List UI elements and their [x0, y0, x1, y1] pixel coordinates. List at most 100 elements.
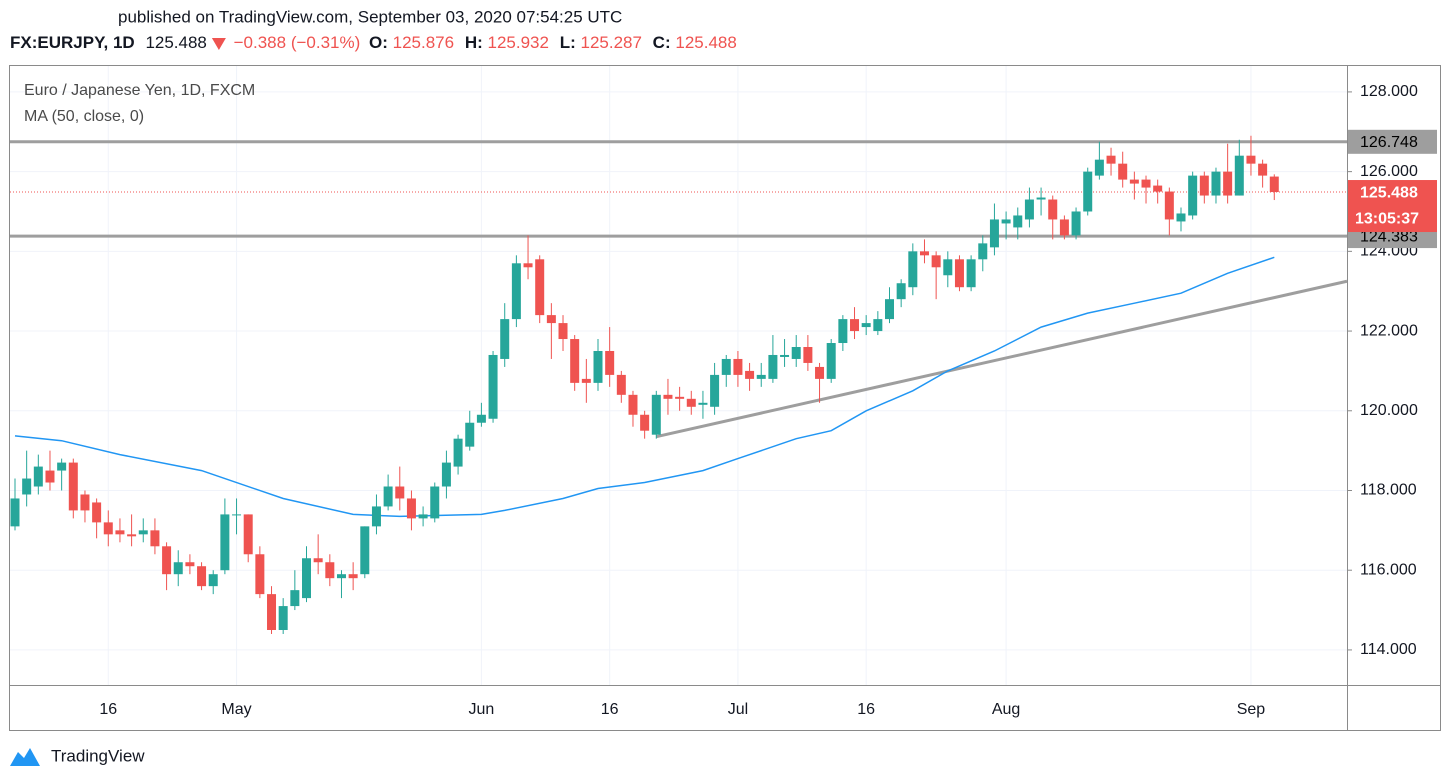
candle-body [232, 514, 242, 516]
candle-body [336, 574, 346, 579]
candle-body [68, 462, 78, 511]
candle-body [919, 251, 929, 256]
candle-body [1024, 199, 1034, 220]
candle-body [290, 590, 300, 607]
candle-body [570, 339, 580, 383]
candle-body [383, 486, 393, 507]
logo [10, 748, 40, 766]
level-tag-label: 124.383 [1360, 228, 1418, 245]
candle-body [1258, 163, 1268, 176]
candle-body [162, 546, 172, 575]
candle-body [406, 498, 416, 519]
candle-body [1141, 179, 1151, 188]
candle-body [371, 506, 381, 527]
candle-body [395, 486, 405, 499]
candle-body [80, 494, 90, 511]
candle-body [1036, 197, 1046, 200]
symbol-line: FX:EURJPY, 1D 125.488 −0.388 (−0.31%) O:… [10, 33, 737, 52]
candle-body [1234, 155, 1244, 196]
candle-body [1199, 175, 1209, 196]
candle-body [488, 354, 498, 419]
change: −0.388 (−0.31%) [234, 33, 361, 52]
level-tag [1348, 129, 1437, 154]
candle-body [1153, 185, 1163, 192]
candle-body [430, 486, 440, 519]
candle-body [325, 562, 335, 579]
candle-body [255, 554, 265, 595]
candle-body [710, 374, 720, 407]
candle-body [33, 466, 43, 487]
x-tick-label: Aug [992, 701, 1020, 718]
candle-body [418, 514, 428, 519]
candle-body [1246, 155, 1256, 164]
candle-body [208, 574, 218, 587]
candle-body [1118, 163, 1128, 180]
candle-body [966, 259, 976, 288]
candle-body [733, 358, 743, 375]
candle-body [616, 374, 626, 395]
x-tick-label: 16 [99, 701, 117, 718]
candle-body [197, 566, 207, 587]
candle-body [1129, 179, 1139, 184]
frame [9, 65, 1441, 731]
y-tick-label: 128.000 [1360, 83, 1418, 100]
down-arrow [211, 38, 226, 50]
candle-body [465, 422, 475, 447]
candle-body [360, 526, 370, 575]
candle-body [523, 263, 533, 268]
candle-body [1176, 213, 1186, 222]
candle-body [1059, 219, 1069, 236]
ohlc-value: 125.287 [580, 33, 641, 52]
brand: TradingView [51, 746, 145, 765]
x-tick-label: Jul [728, 701, 748, 718]
ohlc-label: H: [465, 33, 483, 52]
level-tag-label: 126.748 [1360, 134, 1418, 151]
candle-body [57, 462, 67, 471]
candle-body [989, 219, 999, 248]
candle-body [1071, 211, 1081, 236]
y-tick-label: 126.000 [1360, 163, 1418, 180]
ma-line [14, 256, 1275, 518]
candle-body [815, 366, 825, 379]
ohlc-value: 125.876 [393, 33, 454, 52]
candle-body [663, 394, 673, 399]
candle-body [500, 319, 510, 359]
last-price-label: 125.488 [1360, 184, 1418, 201]
x-tick-label: 16 [857, 701, 875, 718]
candle-body [10, 498, 20, 527]
candle-body [453, 438, 463, 467]
candle-body [896, 283, 906, 300]
candle-body [1013, 215, 1023, 228]
candle-body [511, 263, 521, 320]
candle-body [721, 358, 731, 375]
logo-icon [10, 748, 40, 766]
ohlc-value: 125.932 [488, 33, 549, 52]
candle-body [791, 347, 801, 359]
candle-body [1223, 171, 1233, 196]
candle-body [768, 354, 778, 379]
last-price: 125.488 [145, 33, 206, 52]
candle-body [22, 478, 32, 495]
y-tick-label: 120.000 [1360, 402, 1418, 419]
candle-body [173, 562, 183, 575]
candle-body [943, 259, 953, 276]
candle-body [103, 522, 113, 535]
candle-body [313, 558, 323, 563]
ohlc-value: 125.488 [675, 33, 736, 52]
candle-body [826, 343, 836, 379]
candle-body [803, 347, 813, 363]
candle-body [908, 251, 918, 288]
candle-body [640, 414, 650, 431]
plot [10, 66, 1348, 685]
ohlc-label: L: [560, 33, 576, 52]
candle-body [756, 374, 766, 379]
candle-body [1106, 155, 1116, 164]
candle-body [185, 562, 195, 567]
ohlc-label: C: [653, 33, 671, 52]
candle-body [954, 259, 964, 288]
candle-body [243, 514, 253, 555]
candle-body [535, 259, 545, 316]
candle-body [302, 558, 311, 599]
ohlc-label: O: [369, 33, 388, 52]
